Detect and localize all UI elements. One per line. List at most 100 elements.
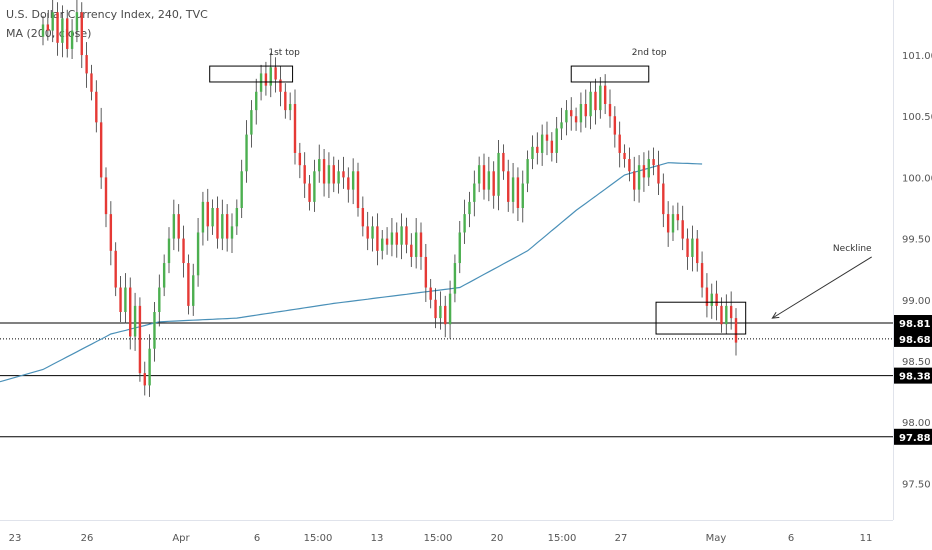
candle-down[interactable] bbox=[279, 79, 282, 92]
candle-up[interactable] bbox=[211, 208, 214, 227]
candle-up[interactable] bbox=[647, 159, 650, 178]
candle-down[interactable] bbox=[574, 116, 578, 123]
candle-up[interactable] bbox=[259, 73, 263, 92]
candle-down[interactable] bbox=[129, 287, 132, 337]
candle-down[interactable] bbox=[376, 226, 379, 251]
candle-up[interactable] bbox=[230, 226, 234, 239]
candle-down[interactable] bbox=[80, 12, 83, 56]
candle-down[interactable] bbox=[90, 73, 93, 92]
candle-up[interactable] bbox=[337, 171, 340, 184]
candle-down[interactable] bbox=[216, 208, 219, 239]
candle-up[interactable] bbox=[167, 238, 171, 264]
candle-down[interactable] bbox=[584, 104, 587, 117]
candle-up[interactable] bbox=[473, 183, 476, 202]
candle-down[interactable] bbox=[225, 214, 229, 239]
candle-down[interactable] bbox=[516, 177, 520, 208]
candle-down[interactable] bbox=[303, 165, 306, 184]
candle-down[interactable] bbox=[104, 177, 108, 215]
candle-down[interactable] bbox=[676, 214, 680, 221]
candle-down[interactable] bbox=[444, 305, 447, 325]
candle-up[interactable] bbox=[318, 159, 321, 172]
candle-down[interactable] bbox=[594, 91, 597, 111]
candle-down[interactable] bbox=[613, 116, 617, 135]
candle-up[interactable] bbox=[133, 305, 137, 337]
candle-up[interactable] bbox=[468, 201, 471, 215]
candle-down[interactable] bbox=[410, 244, 413, 257]
candle-down[interactable] bbox=[395, 232, 398, 245]
candle-down[interactable] bbox=[56, 12, 59, 43]
candle-down[interactable] bbox=[405, 226, 408, 245]
candle-up[interactable] bbox=[381, 238, 384, 251]
ma-legend[interactable]: MA (200, close) bbox=[6, 27, 92, 40]
candle-up[interactable] bbox=[70, 30, 74, 49]
candle-down[interactable] bbox=[507, 171, 510, 202]
price-axis[interactable] bbox=[893, 0, 932, 550]
candle-up[interactable] bbox=[158, 287, 161, 312]
candle-down[interactable] bbox=[274, 67, 277, 80]
neckline-box[interactable] bbox=[655, 301, 747, 335]
candle-down[interactable] bbox=[618, 134, 621, 153]
ma-200-line[interactable] bbox=[0, 162, 703, 383]
candle-down[interactable] bbox=[657, 165, 660, 184]
candle-up[interactable] bbox=[540, 134, 544, 153]
candle-down[interactable] bbox=[298, 152, 302, 166]
candle-up[interactable] bbox=[196, 232, 200, 276]
candle-down[interactable] bbox=[109, 214, 113, 251]
candle-up[interactable] bbox=[327, 165, 331, 184]
candle-up[interactable] bbox=[400, 226, 403, 245]
neckline-label[interactable]: Neckline bbox=[833, 244, 872, 254]
candle-up[interactable] bbox=[148, 348, 151, 386]
candle-up[interactable] bbox=[526, 159, 529, 184]
candle-up[interactable] bbox=[235, 208, 239, 227]
candle-up[interactable] bbox=[61, 18, 64, 43]
first-top-box[interactable] bbox=[209, 65, 294, 83]
first-top-label[interactable]: 1st top bbox=[268, 48, 300, 58]
candle-up[interactable] bbox=[201, 201, 205, 233]
candle-up[interactable] bbox=[710, 293, 713, 306]
candle-up[interactable] bbox=[390, 232, 394, 245]
candle-up[interactable] bbox=[313, 171, 316, 202]
candle-up[interactable] bbox=[531, 146, 534, 160]
candle-up[interactable] bbox=[75, 12, 79, 31]
candle-up[interactable] bbox=[414, 232, 418, 257]
candle-down[interactable] bbox=[492, 171, 495, 196]
candle-up[interactable] bbox=[671, 214, 675, 233]
candle-up[interactable] bbox=[589, 91, 592, 117]
candle-down[interactable] bbox=[603, 85, 607, 104]
candle-up[interactable] bbox=[555, 128, 558, 153]
candle-up[interactable] bbox=[521, 183, 524, 208]
second-top-label[interactable]: 2nd top bbox=[632, 48, 667, 58]
candle-up[interactable] bbox=[463, 214, 466, 233]
candle-up[interactable] bbox=[453, 263, 457, 294]
candle-down[interactable] bbox=[720, 305, 723, 325]
candle-down[interactable] bbox=[734, 318, 738, 343]
candle-down[interactable] bbox=[681, 220, 684, 239]
candle-down[interactable] bbox=[99, 122, 103, 178]
candle-down[interactable] bbox=[138, 305, 142, 374]
candle-up[interactable] bbox=[560, 122, 563, 129]
candle-down[interactable] bbox=[434, 299, 437, 319]
candle-up[interactable] bbox=[172, 214, 176, 239]
candle-down[interactable] bbox=[206, 201, 209, 227]
candle-down[interactable] bbox=[545, 134, 549, 141]
candle-up[interactable] bbox=[192, 275, 195, 306]
candle-down[interactable] bbox=[696, 238, 699, 264]
candle-up[interactable] bbox=[497, 152, 500, 196]
candle-up[interactable] bbox=[565, 110, 568, 123]
candle-up[interactable] bbox=[269, 67, 272, 86]
candle-up[interactable] bbox=[255, 91, 258, 111]
candle-up[interactable] bbox=[579, 104, 583, 123]
candle-down[interactable] bbox=[729, 305, 733, 319]
candle-down[interactable] bbox=[366, 226, 369, 239]
candle-up[interactable] bbox=[124, 287, 127, 312]
candle-down[interactable] bbox=[424, 256, 428, 288]
candle-up[interactable] bbox=[240, 171, 243, 208]
candle-down[interactable] bbox=[308, 183, 311, 202]
candle-down[interactable] bbox=[633, 171, 636, 190]
candle-up[interactable] bbox=[153, 312, 156, 349]
candle-down[interactable] bbox=[628, 159, 631, 172]
candle-up[interactable] bbox=[41, 24, 45, 37]
candle-up[interactable] bbox=[221, 214, 224, 239]
candle-down[interactable] bbox=[284, 91, 287, 111]
candle-up[interactable] bbox=[487, 171, 491, 190]
